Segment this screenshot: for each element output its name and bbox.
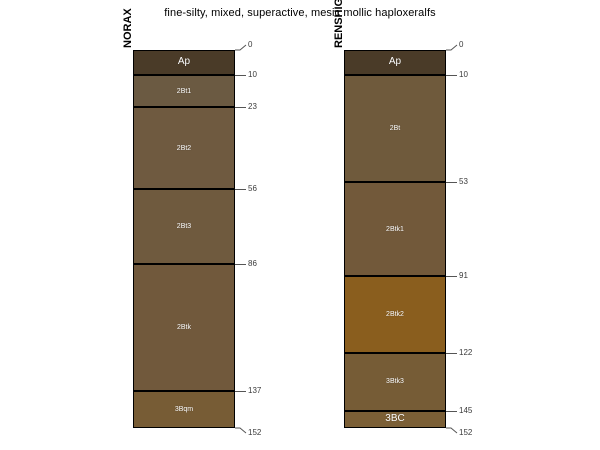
depth-tick-label[interactable]: 91: [459, 271, 468, 281]
horizon[interactable]: 3Bqm: [133, 390, 235, 428]
horizon[interactable]: 2Btk2: [344, 276, 446, 354]
depth-tick-label[interactable]: 23: [248, 102, 257, 112]
horizon-label: 2Bt2: [176, 144, 192, 152]
horizon-label: 2Btk: [176, 323, 191, 331]
tick-line: [446, 74, 457, 76]
horizon[interactable]: 2Btk1: [344, 181, 446, 277]
tick-line: [446, 276, 457, 278]
horizon[interactable]: Ap: [133, 50, 235, 75]
horizon-label: 3Btk3: [386, 378, 404, 386]
horizon-label: 2Bt1: [176, 87, 192, 95]
tick-line: [446, 353, 457, 355]
horizon-label: 2Btk2: [386, 311, 404, 319]
tick-leader: [235, 44, 247, 51]
tick-line: [235, 263, 246, 265]
horizon[interactable]: 3Btk3: [344, 353, 446, 411]
tick-line: [235, 189, 246, 191]
horizon[interactable]: 2Btk: [133, 263, 235, 391]
horizon-label: Ap: [388, 56, 402, 68]
horizon-label: 3Bqm: [174, 405, 194, 413]
depth-tick-label[interactable]: 0: [248, 40, 253, 49]
horizon-label: 2Btk1: [386, 225, 404, 233]
horizon-label: Ap: [177, 56, 191, 68]
horizon-label: 2Bt: [389, 124, 401, 132]
profile-name-norax[interactable]: NORAX: [122, 8, 134, 48]
tick-line: [446, 181, 457, 183]
horizon[interactable]: 3BC: [344, 410, 446, 428]
depth-tick-label[interactable]: 56: [248, 184, 257, 194]
depth-tick-label[interactable]: 10: [248, 69, 257, 79]
depth-tick-label[interactable]: 145: [459, 405, 473, 415]
horizon[interactable]: 2Bt2: [133, 107, 235, 190]
tick-line: [235, 74, 246, 76]
depth-tick-label[interactable]: 152: [248, 428, 262, 437]
profile-name-renshigh[interactable]: RENSHIGH: [333, 0, 345, 48]
horizon[interactable]: 2Bt: [344, 74, 446, 182]
horizon[interactable]: 2Bt1: [133, 74, 235, 108]
depth-tick-label[interactable]: 152: [459, 428, 473, 437]
tick-leader: [446, 44, 458, 51]
depth-tick-label[interactable]: 0: [459, 40, 464, 49]
tick-line: [235, 390, 246, 392]
plot-title: fine-silty, mixed, superactive, mesic mo…: [164, 7, 436, 19]
tick-line: [235, 107, 246, 109]
depth-tick-label[interactable]: 53: [459, 176, 468, 186]
depth-tick-label[interactable]: 10: [459, 69, 468, 79]
tick-leader: [235, 427, 247, 434]
depth-tick-label[interactable]: 86: [248, 258, 257, 268]
horizon-label: 3BC: [385, 413, 405, 425]
horizon-label: 2Bt3: [176, 223, 192, 231]
depth-tick-label[interactable]: 122: [459, 348, 473, 358]
tick-leader: [446, 427, 458, 434]
depth-tick-label[interactable]: 137: [248, 385, 262, 395]
tick-line: [446, 410, 457, 412]
horizon[interactable]: Ap: [344, 50, 446, 75]
horizon[interactable]: 2Bt3: [133, 189, 235, 264]
